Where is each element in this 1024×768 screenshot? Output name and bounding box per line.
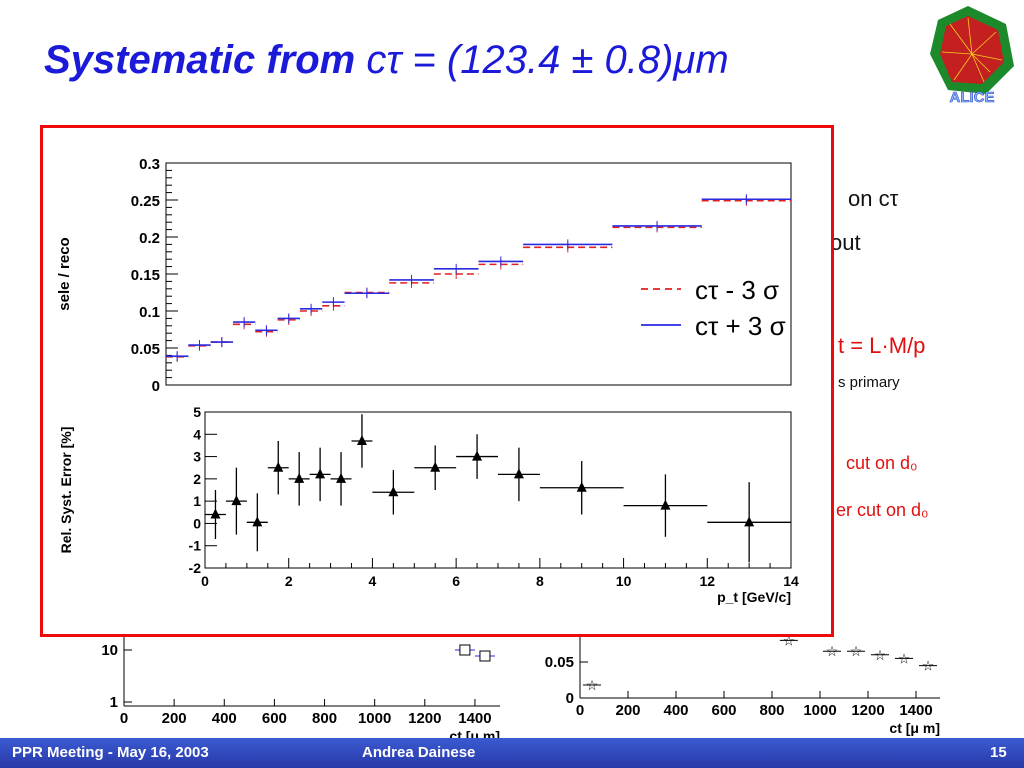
x-axis-label: p_t [GeV/c] xyxy=(717,589,791,605)
data-point-triangle xyxy=(252,516,263,527)
footer-meeting: PPR Meeting - May 16, 2003 xyxy=(12,744,209,761)
data-point-triangle xyxy=(356,434,367,445)
data-point-triangle xyxy=(472,450,483,461)
x-axis-label: ct [μ m] xyxy=(889,720,940,736)
data-point-triangle xyxy=(430,461,441,472)
title-formula: cτ = (123.4 ± 0.8)μm xyxy=(366,38,729,82)
x-tick-label: 800 xyxy=(312,710,337,727)
y-tick-label: 2 xyxy=(193,471,201,487)
x-tick-label: 8 xyxy=(536,573,544,589)
data-point-star: ☆ xyxy=(586,677,599,693)
y-axis-label: sele / reco xyxy=(56,237,73,310)
x-tick-label: 200 xyxy=(162,710,187,727)
plot-panel: 0 0.05 0.1 0.15 0.2 0.25 0.3 sele / reco cτ - 3 … xyxy=(40,125,834,637)
title-bold: Systematic from xyxy=(44,38,356,82)
x-tick-label: 4 xyxy=(369,573,377,589)
footer-page-number: 15 xyxy=(990,744,1007,761)
data-point-triangle xyxy=(744,516,755,527)
y-axis-label: Rel. Syst. Error [%] xyxy=(58,427,74,554)
x-tick-label: 1000 xyxy=(358,710,391,727)
x-tick-label: 400 xyxy=(212,710,237,727)
x-tick-label: 1400 xyxy=(458,710,491,727)
data-point-star: ☆ xyxy=(874,647,887,663)
x-tick-label: 1400 xyxy=(899,702,932,719)
data-point-star: ☆ xyxy=(850,643,863,659)
data-point-triangle xyxy=(660,499,671,510)
data-point-triangle xyxy=(210,508,221,519)
y-tick-label: 4 xyxy=(193,426,201,442)
x-tick-label: 14 xyxy=(783,573,799,589)
plot-frame xyxy=(204,411,792,569)
footer-author: Andrea Dainese xyxy=(362,744,476,761)
bg-text-1: on cτ xyxy=(848,186,899,211)
y-tick-label: 0.3 xyxy=(139,156,160,173)
data-point-triangle xyxy=(231,495,242,506)
footer-bar: PPR Meeting - May 16, 2003 Andrea Daines… xyxy=(0,738,1024,768)
y-tick-label: 0.2 xyxy=(139,230,160,247)
bg-text-5: cut on d₀ xyxy=(846,453,918,473)
data-point-square xyxy=(459,644,471,656)
x-tick-label: 1200 xyxy=(851,702,884,719)
bg-text-6: er cut on d₀ xyxy=(836,500,929,520)
x-tick-label: 2 xyxy=(285,573,293,589)
x-tick-label: 600 xyxy=(711,702,736,719)
legend-label: cτ + 3 σ xyxy=(695,311,786,341)
data-point-triangle xyxy=(388,486,399,497)
y-tick-label: 0 xyxy=(566,690,574,707)
data-point-star: ☆ xyxy=(898,650,911,666)
data-point-star: ☆ xyxy=(783,636,796,648)
x-tick-label: 1000 xyxy=(803,702,836,719)
slide-title: Systematic from cτ = (123.4 ± 0.8)μm xyxy=(44,38,729,83)
data-point-triangle xyxy=(336,472,347,483)
y-tick-label: 1 xyxy=(110,694,118,711)
x-tick-label: 800 xyxy=(759,702,784,719)
y-tick-label: 0.15 xyxy=(131,267,160,284)
y-tick-label: 1 xyxy=(193,493,201,509)
data-point-triangle xyxy=(294,472,305,483)
y-tick-label: 0.05 xyxy=(131,341,160,358)
y-tick-label: 0.25 xyxy=(131,193,160,210)
y-tick-label: 0.05 xyxy=(545,654,574,671)
bg-text-3: t = L·M/p xyxy=(838,333,926,358)
x-tick-label: 10 xyxy=(616,573,632,589)
y-tick-label: 0 xyxy=(193,515,201,531)
data-point-triangle xyxy=(576,481,587,492)
legend-label: cτ - 3 σ xyxy=(695,275,779,305)
y-tick-label: 3 xyxy=(193,449,201,465)
y-tick-label: 0 xyxy=(152,378,160,395)
x-tick-label: 0 xyxy=(120,710,128,727)
data-point-square xyxy=(479,650,491,662)
data-point-triangle xyxy=(315,468,326,479)
bg-text-4: s primary xyxy=(838,374,900,391)
y-tick-label: -1 xyxy=(189,538,202,554)
x-tick-label: 0 xyxy=(576,702,584,719)
x-tick-label: 0 xyxy=(201,573,209,589)
data-point-star: ☆ xyxy=(826,643,839,659)
data-point-triangle xyxy=(273,461,284,472)
x-axis-label: ct [μ m] xyxy=(449,728,500,740)
bg-text-2: out xyxy=(830,230,861,255)
x-tick-label: 600 xyxy=(262,710,287,727)
x-tick-label: 200 xyxy=(615,702,640,719)
data-point-star: ☆ xyxy=(922,658,935,674)
x-tick-label: 400 xyxy=(663,702,688,719)
x-tick-label: 1200 xyxy=(408,710,441,727)
data-point-triangle xyxy=(513,468,524,479)
y-tick-label: 0.1 xyxy=(139,304,160,321)
y-tick-label: 5 xyxy=(193,404,201,420)
logo-text: ALICE xyxy=(950,89,995,106)
alice-logo: ALICE xyxy=(930,6,1014,106)
x-tick-label: 12 xyxy=(699,573,715,589)
efficiency-ratio-plot: 0 0.05 0.1 0.15 0.2 0.25 0.3 sele / reco cτ - 3 … xyxy=(56,156,792,395)
y-tick-label: -2 xyxy=(189,560,202,576)
y-tick-label: 10 xyxy=(101,642,118,659)
x-tick-label: 6 xyxy=(452,573,460,589)
